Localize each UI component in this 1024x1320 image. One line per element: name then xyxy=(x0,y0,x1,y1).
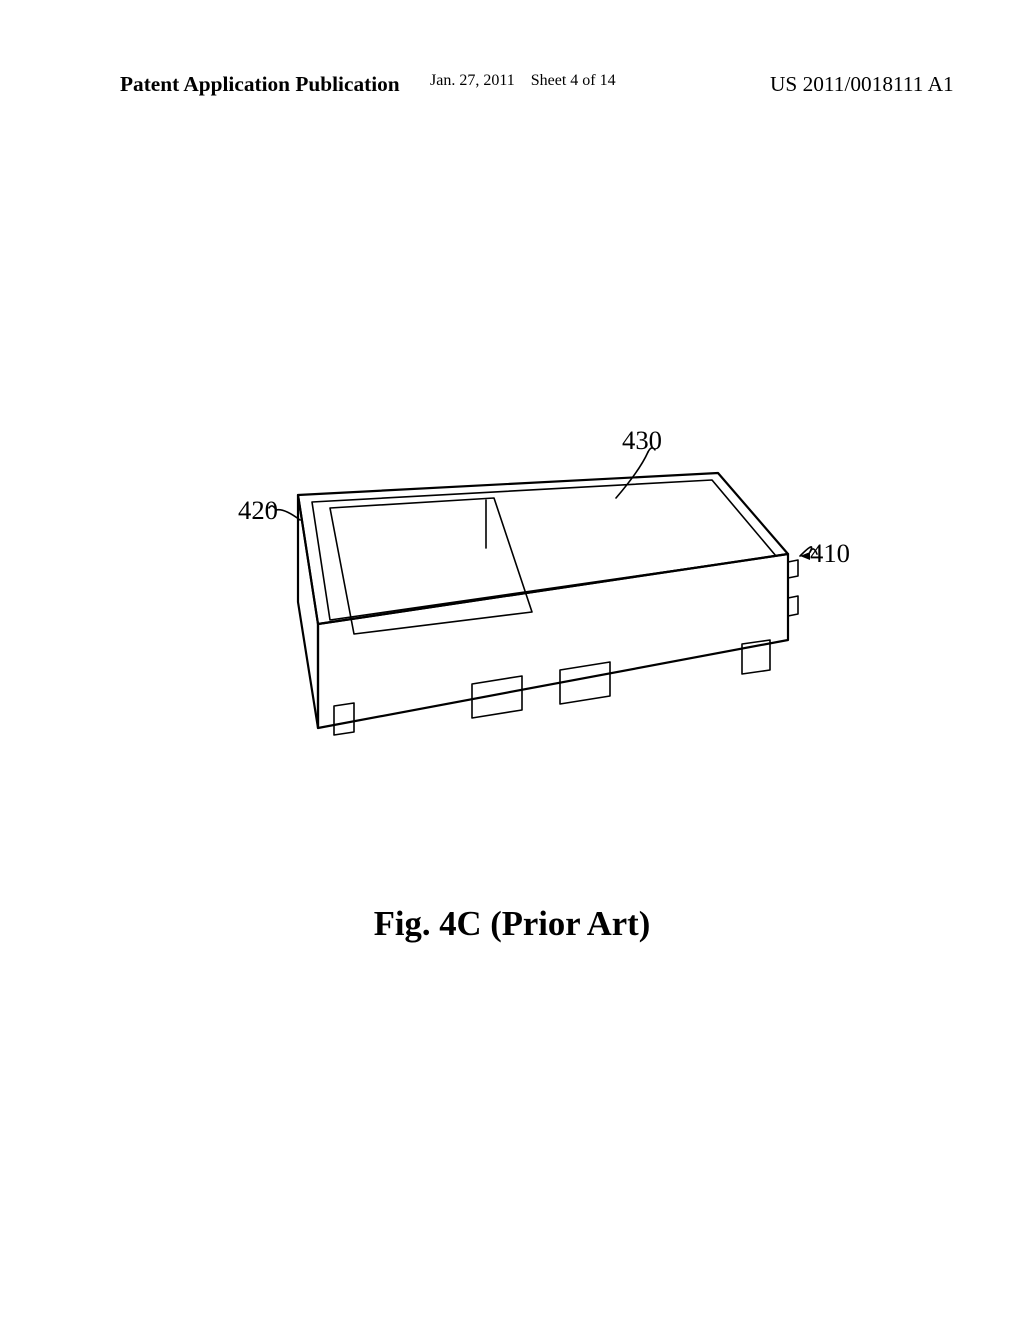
figure-svg xyxy=(0,0,1024,1320)
figure-caption: Fig. 4C (Prior Art) xyxy=(0,905,1024,944)
ref-label-410: 410 xyxy=(810,538,850,569)
ref-label-420: 420 xyxy=(238,495,278,526)
ref-label-430: 430 xyxy=(622,425,662,456)
page: Patent Application Publication Jan. 27, … xyxy=(0,0,1024,1320)
figure-area xyxy=(0,0,1024,1320)
